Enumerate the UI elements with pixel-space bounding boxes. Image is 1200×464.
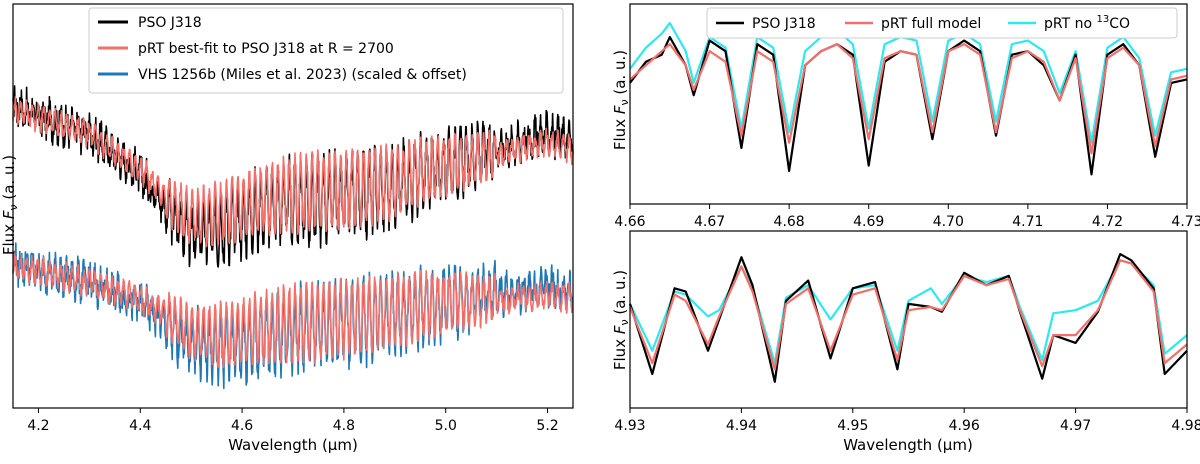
bottom-right-x-tick-label: 4.93: [614, 418, 645, 434]
left-y-axis-label: Flux Fν (a. u.): [0, 155, 20, 255]
left-panel: 4.2 4.4 4.6 4.8 5.0 5.2 Wavelength (µm) Flux …: [0, 3, 574, 454]
top-right-series-lines: [629, 21, 1188, 176]
left-series-line-0: [12, 85, 574, 268]
top-right-x-tick-label: 4.67: [694, 214, 725, 230]
top-right-legend-box: [706, 7, 1178, 39]
bottom-right-x-ticks: 4.93 4.94 4.95 4.96 4.97 4.98: [614, 408, 1200, 434]
left-x-tick-label: 4.2: [27, 418, 49, 434]
left-axes-frame: [12, 3, 574, 409]
bottom-right-panel: 4.93 4.94 4.95 4.96 4.97 4.98 Wavelength (µm)…: [611, 230, 1200, 454]
bottom-right-series-line-1: [628, 259, 1188, 371]
left-x-tick-label: 4.8: [333, 418, 355, 434]
top-right-panel: 4.66 4.67 4.68 4.69 4.70 4.71 4.72 4.73 Flux Fν…: [611, 3, 1200, 230]
bottom-right-series-lines: [628, 253, 1188, 383]
bottom-right-x-tick-label: 4.96: [949, 418, 980, 434]
top-right-x-tick-label: 4.66: [614, 214, 645, 230]
top-right-x-tick-label: 4.71: [1012, 214, 1043, 230]
legend-label-pso-j318-tr: PSO J318: [752, 16, 816, 32]
left-x-axis-label: Wavelength (µm): [228, 436, 358, 454]
top-right-x-tick-label: 4.73: [1171, 214, 1200, 230]
left-legend-box: [88, 7, 564, 94]
left-x-tick-label: 4.6: [231, 418, 253, 434]
left-x-tick-label: 5.0: [435, 418, 457, 434]
top-right-x-tick-label: 4.68: [774, 214, 805, 230]
left-series-lines: [12, 85, 574, 390]
top-right-axes-frame: [629, 3, 1188, 205]
legend-label-vhs-1256b: VHS 1256b (Miles et al. 2023) (scaled & …: [138, 67, 467, 83]
top-right-x-ticks: 4.66 4.67 4.68 4.69 4.70 4.71 4.72 4.73: [614, 204, 1200, 230]
left-series-line-1: [12, 96, 574, 248]
left-x-tick-label: 4.4: [129, 418, 151, 434]
top-right-legend: PSO J318 pRT full model pRT no 13CO: [706, 7, 1178, 39]
top-right-x-tick-label: 4.69: [853, 214, 884, 230]
bottom-right-x-tick-label: 4.97: [1060, 418, 1091, 434]
bottom-right-series-line-0: [628, 253, 1188, 383]
legend-label-prt-no-13co: pRT no 13CO: [1044, 14, 1130, 32]
bottom-right-x-tick-label: 4.98: [1171, 418, 1200, 434]
left-x-ticks: 4.2 4.4 4.6 4.8 5.0 5.2: [27, 408, 559, 434]
bottom-right-axes-frame: [629, 230, 1188, 409]
left-x-tick-label: 5.2: [536, 418, 558, 434]
bottom-right-x-tick-label: 4.94: [726, 418, 757, 434]
left-series-line-3: [12, 252, 574, 369]
legend-label-pso-j318: PSO J318: [138, 15, 202, 31]
bottom-right-x-axis-label: Wavelength (µm): [843, 436, 973, 454]
left-legend: PSO J318 pRT best-fit to PSO J318 at R =…: [88, 7, 564, 94]
legend-label-prt-full: pRT full model: [881, 16, 981, 32]
top-right-series-line-0: [629, 36, 1188, 176]
top-right-y-axis-label: Flux Fν (a. u.): [611, 50, 631, 150]
bottom-right-x-tick-label: 4.95: [837, 418, 868, 434]
bottom-right-series-line-2: [629, 259, 1188, 365]
top-right-x-tick-label: 4.72: [1092, 214, 1123, 230]
top-right-series-line-1: [629, 43, 1188, 155]
top-right-x-tick-label: 4.70: [933, 214, 964, 230]
bottom-right-y-axis-label: Flux Fν (a. u.): [611, 270, 631, 370]
legend-label-prt-best-fit: pRT best-fit to PSO J318 at R = 2700: [138, 41, 394, 57]
